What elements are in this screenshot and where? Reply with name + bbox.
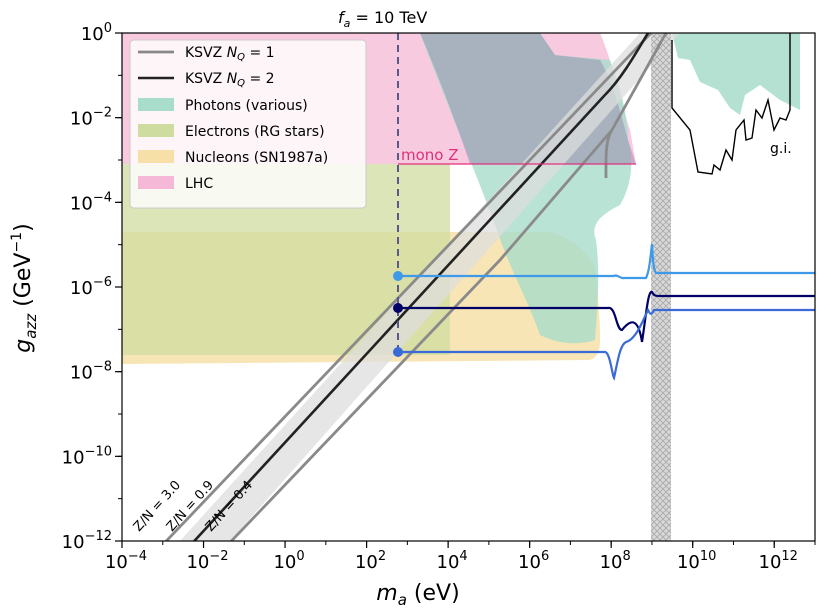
gi-curve (671, 33, 791, 175)
legend-lhc-swatch (138, 176, 174, 189)
y-tick-label: 10−6 (70, 275, 112, 299)
ksvz-band-fill (179, 33, 680, 541)
x-tick-label: 102 (355, 549, 386, 573)
y-tick-label: 10−10 (62, 444, 112, 468)
x-tick-label: 100 (273, 549, 304, 573)
gi-label: g.i. (770, 141, 792, 157)
legend-nucleons-label: Nucleons (SN1987a) (185, 150, 328, 166)
upper-coupling-curve (398, 243, 815, 280)
mono-z-label: mono Z (401, 146, 459, 164)
x-tick-label: 106 (518, 549, 549, 573)
axis-ticks: 10−4 10−2 100 102 104 106 108 1010 1012 10−12 10−1… (62, 21, 816, 573)
x-tick-label: 10−4 (105, 549, 147, 573)
legend-nucleons-swatch (138, 150, 174, 163)
x-tick-label: 1010 (677, 549, 716, 573)
ksvz-nq1-line-upper (164, 33, 653, 541)
x-tick-label: 1012 (759, 549, 798, 573)
y-axis-label: gazz (GeV−1) (9, 223, 40, 352)
x-axis-label: ma (eV) (376, 581, 459, 609)
legend-box (129, 39, 367, 209)
y-tick-label: 10−8 (70, 360, 112, 384)
y-tick-label: 10−4 (70, 190, 112, 214)
electrons-region (122, 164, 450, 355)
legend-photons-swatch (138, 98, 174, 111)
chart-title: fa = 10 TeV (338, 8, 427, 30)
hatched-band (651, 33, 671, 541)
ksvz-nq1-line-lower-extension (610, 33, 668, 131)
middle-coupling-dot (393, 303, 403, 313)
y-tick-label: 10−2 (70, 106, 112, 130)
x-tick-label: 108 (600, 549, 631, 573)
ksvz-nq2-line (192, 33, 650, 541)
y-tick-label: 10−12 (62, 529, 112, 553)
legend-electrons-label: Electrons (RG stars) (185, 124, 325, 140)
lower-coupling-curve (398, 307, 815, 381)
legend-electrons-swatch (138, 124, 174, 137)
lower-coupling-dot (393, 347, 403, 357)
upper-coupling-dot (393, 271, 403, 281)
legend-ksvz1-label: KSVZ NQ = 1 (185, 45, 275, 63)
legend-ksvz2-label: KSVZ NQ = 2 (185, 71, 275, 89)
legend: KSVZ NQ = 1 KSVZ NQ = 2 Photons (various… (129, 39, 367, 209)
photons-region-gi (672, 33, 800, 115)
x-tick-label: 104 (437, 549, 468, 573)
middle-coupling-curve (398, 290, 815, 343)
x-tick-label: 10−2 (186, 549, 228, 573)
legend-lhc-label: LHC (185, 176, 213, 192)
y-tick-label: 100 (81, 21, 112, 45)
legend-photons-label: Photons (various) (185, 98, 308, 114)
